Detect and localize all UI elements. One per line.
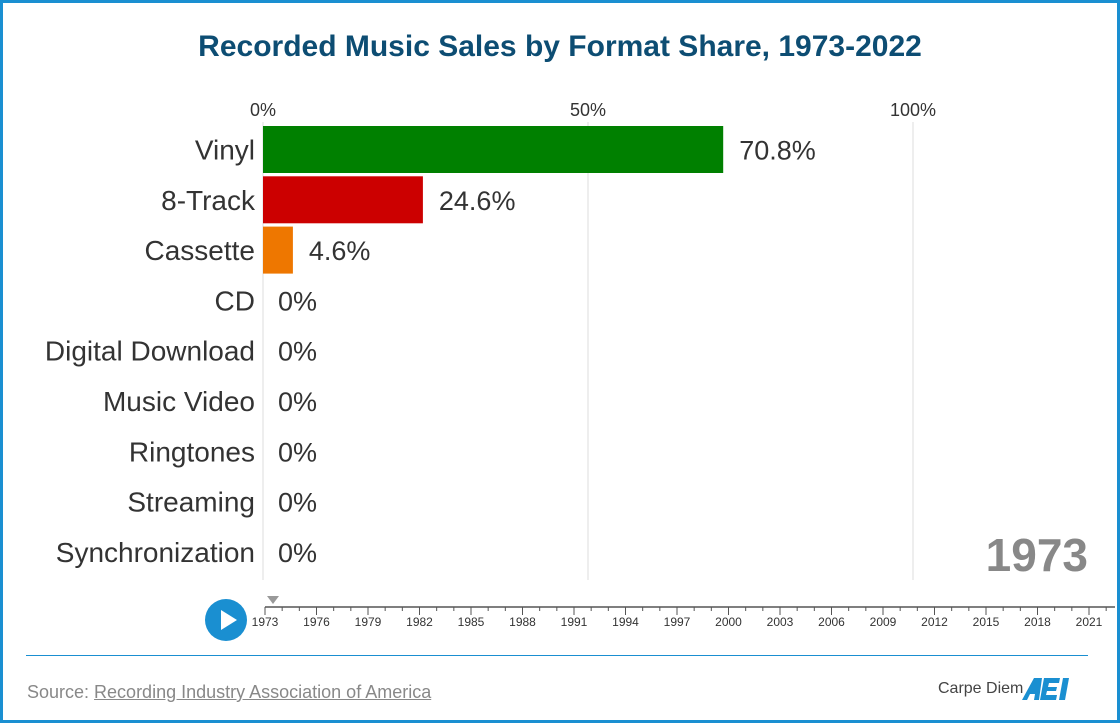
value-label: 0%	[278, 538, 317, 568]
category-label: Ringtones	[129, 436, 255, 467]
timeline-label: 2018	[1024, 615, 1051, 629]
timeline-label: 1979	[355, 615, 382, 629]
timeline-label: 2006	[818, 615, 845, 629]
x-tick-label: 0%	[250, 100, 276, 120]
category-label: Streaming	[127, 487, 255, 518]
category-label: Digital Download	[45, 336, 255, 367]
value-label: 0%	[278, 437, 317, 467]
play-button[interactable]	[205, 599, 247, 641]
timeline-label: 1991	[561, 615, 588, 629]
timeline-label: 2009	[870, 615, 897, 629]
timeline-handle[interactable]	[267, 596, 279, 604]
source-link[interactable]: Recording Industry Association of Americ…	[94, 682, 432, 702]
value-label: 0%	[278, 286, 317, 316]
divider	[26, 655, 1088, 656]
category-label: Music Video	[103, 386, 255, 417]
timeline-label: 1988	[509, 615, 536, 629]
timeline-label: 1982	[406, 615, 433, 629]
category-label: 8-Track	[161, 185, 256, 216]
timeline-label: 2012	[921, 615, 948, 629]
timeline-label: 1994	[612, 615, 639, 629]
value-label: 0%	[278, 488, 317, 518]
timeline-label: 1976	[303, 615, 330, 629]
category-label: Vinyl	[195, 135, 255, 166]
value-label: 0%	[278, 387, 317, 417]
value-label: 4.6%	[309, 236, 371, 266]
timeline-label: 1985	[458, 615, 485, 629]
bar	[263, 176, 423, 224]
value-label: 24.6%	[439, 186, 516, 216]
timeline-label: 2003	[767, 615, 794, 629]
bar	[263, 226, 293, 274]
source-note: Source: Recording Industry Association o…	[27, 682, 431, 703]
current-year-label: 1973	[985, 529, 1088, 581]
value-label: 70.8%	[739, 136, 816, 166]
timeline-label: 2000	[715, 615, 742, 629]
timeline-label: 1997	[664, 615, 691, 629]
bar	[263, 126, 724, 173]
category-label: CD	[215, 285, 255, 316]
chart-title: Recorded Music Sales by Format Share, 19…	[198, 30, 922, 63]
x-tick-label: 100%	[890, 100, 936, 120]
timeline-label: 1973	[252, 615, 279, 629]
timeline-label: 2015	[973, 615, 1000, 629]
x-tick-label: 50%	[570, 100, 606, 120]
value-label: 0%	[278, 337, 317, 367]
source-prefix: Source:	[27, 682, 95, 702]
brand-label: Carpe Diem	[938, 680, 1024, 697]
timeline-label: 2021	[1076, 615, 1103, 629]
aei-logo	[1022, 678, 1069, 700]
category-label: Cassette	[145, 235, 256, 266]
bar-chart: 0% 50% 100% Vinyl 70.8% 8-Track 24.6% Cassette 4…	[45, 100, 1115, 629]
category-label: Synchronization	[56, 537, 255, 568]
play-icon	[221, 610, 237, 630]
